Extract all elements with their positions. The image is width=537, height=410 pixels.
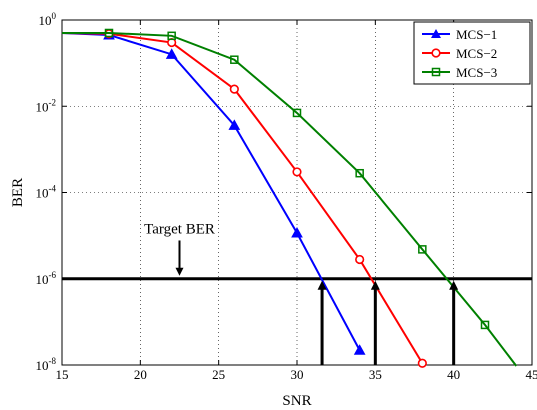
series-3-point <box>104 28 114 38</box>
series-2-point <box>229 84 239 94</box>
x-tick-label: 45 <box>526 367 537 382</box>
y-axis-title: BER <box>10 178 26 207</box>
legend-marker <box>431 67 441 77</box>
threshold-arrow-head <box>449 280 459 290</box>
target-ber-label: Target BER <box>144 221 215 237</box>
series-line-1 <box>61 31 361 351</box>
series-1-point <box>291 226 303 238</box>
series-line-3 <box>62 31 518 367</box>
legend-marker <box>431 48 441 58</box>
x-tick-label: 30 <box>291 367 304 382</box>
legend-box <box>413 21 531 85</box>
x-tick-label: 40 <box>447 367 460 382</box>
series-2-point <box>292 167 302 177</box>
series-3-point <box>167 31 176 41</box>
legend-marker <box>431 29 441 38</box>
series-1-point <box>165 48 178 59</box>
snr-threshold-arrows <box>317 280 459 365</box>
threshold-arrow-head <box>317 280 327 290</box>
x-tick-label: 25 <box>212 367 225 382</box>
y-tick-label: 10-8 <box>36 356 57 373</box>
series-3-point <box>292 108 302 118</box>
x-axis-title: SNR <box>282 393 311 409</box>
y-tick-label: 100 <box>39 11 57 28</box>
series-1-point <box>353 344 366 355</box>
target-ber-arrow-head <box>175 267 184 276</box>
series-3-point <box>230 55 239 64</box>
y-tick-label: 10-2 <box>36 97 57 114</box>
legend-label: MCS−2 <box>456 46 497 61</box>
legend-label: MCS−3 <box>456 65 497 80</box>
legend-label: MCS−1 <box>456 27 497 42</box>
x-tick-label: 15 <box>56 367 69 382</box>
y-tick-label: 10-4 <box>36 184 57 201</box>
series-3-point <box>418 245 427 254</box>
x-tick-label: 20 <box>134 367 147 382</box>
legend: MCS−1 MCS−2 MCS−3 <box>413 21 531 85</box>
tick-labels: 15 20 25 30 35 40 45 10-8 10-6 10-4 10-2 100 <box>36 11 537 382</box>
target-ber-group: Target BER <box>62 221 532 281</box>
threshold-arrow-head <box>370 280 380 290</box>
y-tick-label: 10-6 <box>36 270 57 287</box>
series-1-point <box>228 119 241 130</box>
series-2-point <box>355 254 365 265</box>
series-group <box>61 28 518 368</box>
series-3-point <box>355 168 364 178</box>
series-2-point <box>417 358 427 368</box>
x-tick-label: 35 <box>369 367 382 382</box>
series-3-point <box>480 320 490 330</box>
